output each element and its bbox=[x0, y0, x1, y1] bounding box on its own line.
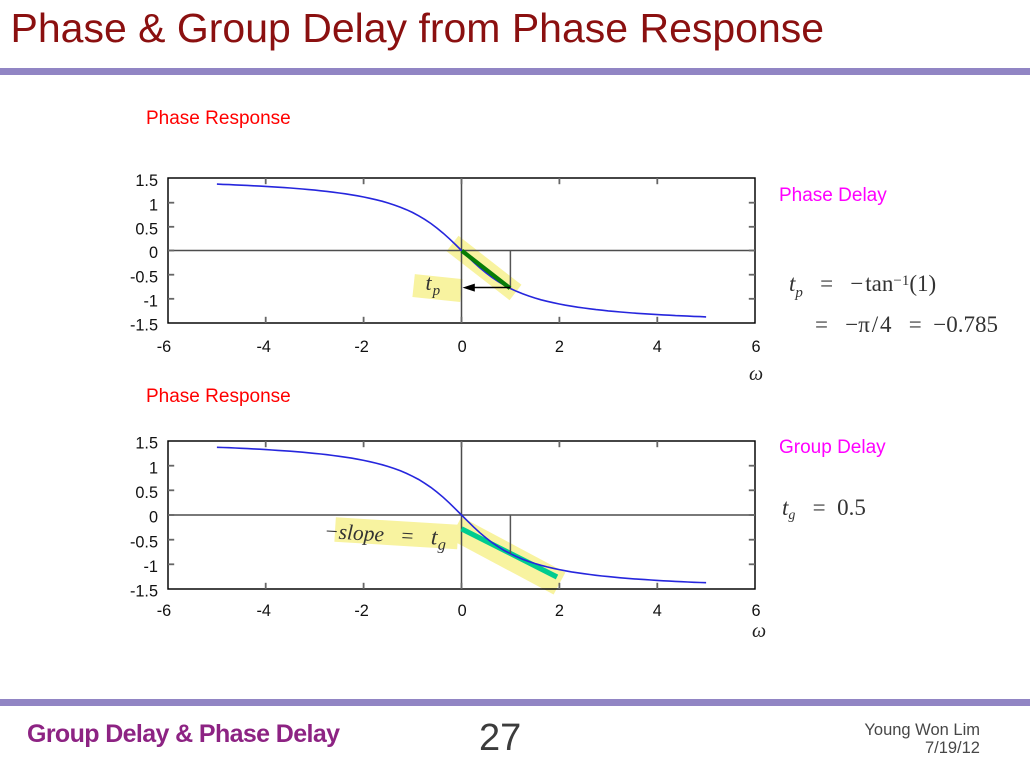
svg-text:1: 1 bbox=[149, 459, 158, 477]
svg-text:ω: ω bbox=[752, 620, 766, 642]
svg-text:2: 2 bbox=[555, 338, 564, 356]
svg-text:ω: ω bbox=[749, 363, 763, 385]
svg-text:4: 4 bbox=[653, 338, 662, 356]
svg-text:-6: -6 bbox=[157, 602, 171, 620]
svg-text:-4: -4 bbox=[256, 338, 270, 356]
svg-text:-2: -2 bbox=[354, 602, 368, 620]
svg-text:0.5: 0.5 bbox=[135, 220, 158, 238]
svg-text:-6: -6 bbox=[157, 338, 171, 356]
svg-text:0: 0 bbox=[149, 509, 158, 527]
svg-text:-1: -1 bbox=[144, 292, 158, 310]
svg-text:2: 2 bbox=[555, 602, 564, 620]
svg-text:-0.5: -0.5 bbox=[130, 268, 158, 286]
svg-text:4: 4 bbox=[653, 602, 662, 620]
svg-text:-2: -2 bbox=[354, 338, 368, 356]
svg-text:6: 6 bbox=[751, 602, 760, 620]
svg-text:0: 0 bbox=[458, 602, 467, 620]
svg-text:-1.5: -1.5 bbox=[130, 583, 158, 601]
svg-text:1.5: 1.5 bbox=[135, 435, 158, 453]
svg-text:-0.5: -0.5 bbox=[130, 533, 158, 551]
svg-text:0: 0 bbox=[458, 338, 467, 356]
svg-text:-4: -4 bbox=[256, 602, 270, 620]
svg-text:6: 6 bbox=[751, 338, 760, 356]
svg-text:-1.5: -1.5 bbox=[130, 317, 158, 335]
svg-text:0.5: 0.5 bbox=[135, 484, 158, 502]
svg-text:0: 0 bbox=[149, 244, 158, 262]
svg-text:-1: -1 bbox=[144, 558, 158, 576]
svg-text:1.5: 1.5 bbox=[135, 172, 158, 190]
svg-text:1: 1 bbox=[149, 196, 158, 214]
